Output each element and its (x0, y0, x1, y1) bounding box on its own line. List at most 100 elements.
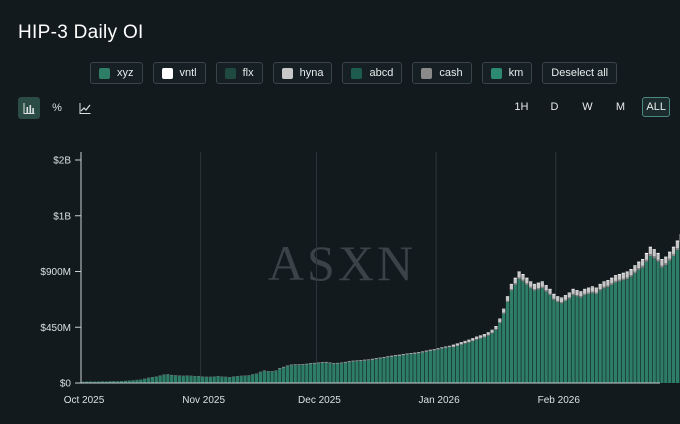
bar-segment-xyz (347, 362, 351, 383)
bar-segment-cash (486, 334, 490, 336)
bar-segment-hyna (656, 253, 660, 260)
bar-segment-cash (540, 286, 544, 289)
bar-segment-hyna (517, 272, 521, 278)
deselect-all-button[interactable]: Deselect all (542, 62, 618, 84)
bar-segment-cash (451, 346, 456, 348)
bar-segment-xyz (154, 376, 158, 383)
bar-segment-xyz (583, 295, 587, 383)
bar-segment-xyz (185, 375, 189, 383)
bar-segment-cash (478, 337, 483, 339)
bar-segment-hyna (498, 319, 502, 322)
bar-segment-hyna (644, 253, 649, 260)
range-1h[interactable]: 1H (514, 101, 529, 113)
legend-item-vntl[interactable]: vntl (152, 62, 206, 84)
bar-segment-xyz (359, 360, 363, 383)
bar-segment-vntl (590, 286, 595, 288)
bar-segment-xyz (177, 375, 182, 383)
line-chart-icon[interactable] (74, 97, 96, 119)
bar-segment-vntl (586, 287, 591, 289)
y-tick-label: $450M (40, 323, 71, 334)
legend-item-flx[interactable]: flx (215, 62, 263, 84)
watermark: ASXN (268, 235, 416, 291)
bar-segment-xyz (417, 353, 421, 383)
bar-segment-cash (552, 298, 556, 300)
range-w[interactable]: W (582, 101, 593, 113)
bar-segment-hyna (648, 247, 652, 254)
bar-segment-cash (644, 259, 649, 262)
bar-segment-xyz (162, 374, 166, 383)
bar-segment-xyz (390, 356, 394, 383)
bar-segment-vntl (641, 259, 645, 261)
bar-segment-xyz (486, 335, 490, 383)
legend-item-xyz[interactable]: xyz (90, 62, 143, 84)
bar-segment-cash (559, 302, 564, 304)
bar-segment-cash (617, 279, 622, 282)
x-tick-label: Oct 2025 (64, 395, 105, 406)
bar-segment-xyz (282, 367, 286, 383)
legend-swatch (421, 67, 433, 79)
bar-segment-hyna (637, 262, 641, 269)
bar-segment-vntl (668, 251, 672, 253)
bar-segment-xyz (208, 377, 212, 383)
bar-segment-hyna (471, 338, 475, 341)
bar-segment-hyna (467, 339, 471, 342)
bar-segment-hyna (660, 260, 664, 266)
bar-segment-hyna (386, 356, 390, 358)
bar-segment-xyz (112, 381, 116, 383)
bar-segment-xyz (173, 375, 178, 383)
bar-segment-vntl (644, 252, 649, 254)
bar-segment-hyna (652, 250, 656, 257)
bar-segment-xyz (181, 376, 185, 383)
bar-segment-xyz (610, 284, 614, 383)
bar-segment-xyz (351, 361, 355, 383)
bar-segment-xyz (363, 360, 367, 383)
bar-segment-hyna (594, 288, 598, 293)
range-m[interactable]: M (615, 101, 625, 113)
bar-segment-xyz (139, 379, 143, 383)
legend-item-km[interactable]: km (481, 62, 533, 84)
bar-segment-xyz (644, 261, 649, 383)
bar-segment-xyz (320, 362, 324, 383)
bar-segment-hyna (563, 295, 568, 300)
legend-item-hyna[interactable]: hyna (272, 62, 333, 84)
legend-item-abcd[interactable]: abcd (342, 62, 403, 84)
legend-swatch (224, 67, 236, 79)
legend-item-cash[interactable]: cash (412, 62, 472, 84)
bar-segment-xyz (231, 376, 236, 383)
bar-segment-hyna (559, 298, 564, 303)
bar-segment-vntl (548, 288, 552, 290)
bar-segment-hyna (579, 292, 583, 297)
range-d[interactable]: D (550, 101, 559, 113)
bar-segment-cash (509, 289, 514, 291)
bar-segment-xyz (505, 302, 510, 383)
bar-segment-vntl (517, 271, 521, 273)
bar-chart-icon[interactable] (18, 97, 40, 119)
bar-segment-xyz (382, 357, 386, 383)
bar-segment-xyz (131, 380, 135, 383)
bar-segment-xyz (602, 288, 606, 383)
bar-segment-vntl (625, 271, 629, 273)
bar-segment-vntl (633, 265, 637, 267)
bar-segment-vntl (521, 273, 525, 275)
percent-icon[interactable]: % (52, 102, 62, 114)
bar-segment-xyz (100, 381, 104, 383)
legend-label: xyz (117, 67, 134, 79)
bar-segment-hyna (417, 352, 421, 354)
bar-segment-hyna (532, 284, 537, 290)
bar-segment-hyna (671, 247, 676, 254)
bar-segment-xyz (92, 381, 97, 383)
bar-segment-xyz (521, 281, 525, 383)
bar-segment-cash (455, 345, 459, 347)
bar-segment-hyna (598, 284, 602, 290)
bar-segment-cash (648, 253, 652, 256)
bar-segment-hyna (486, 332, 490, 335)
chart-mode-toolbar: % (18, 97, 96, 119)
bar-segment-cash (459, 344, 463, 345)
bar-segment-xyz (502, 313, 506, 383)
bar-segment-xyz (648, 255, 652, 383)
bar-segment-cash (613, 280, 618, 283)
bar-segment-xyz (475, 339, 479, 383)
bar-segment-xyz (301, 364, 305, 383)
range-all[interactable]: ALL (642, 97, 670, 117)
bar-segment-xyz (660, 267, 664, 383)
